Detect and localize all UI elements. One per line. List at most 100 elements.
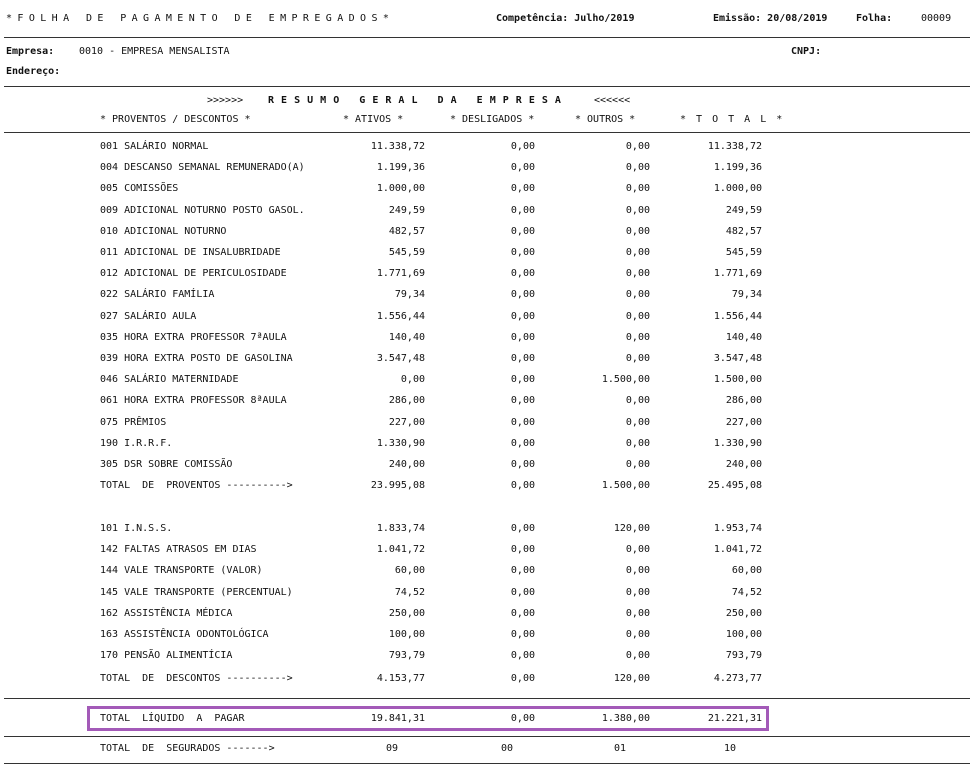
row-value: 1.330,90 — [376, 438, 425, 449]
row-label: 001 SALÁRIO NORMAL — [100, 141, 209, 152]
divider — [4, 698, 970, 699]
table-row: 046 SALÁRIO MATERNIDADE 0,00 0,00 1.500,00 1… — [0, 374, 971, 388]
row-value: 3.547,48 — [376, 353, 425, 364]
table-row: 190 I.R.R.F. 1.330,90 0,00 0,00 1.330,90 — [0, 438, 971, 452]
row-label: 011 ADICIONAL DE INSALUBRIDADE — [100, 247, 281, 258]
row-value: 1.041,72 — [713, 544, 762, 555]
row-value: 1.771,69 — [376, 268, 425, 279]
row-value: 249,59 — [388, 205, 425, 216]
row-value: 0,00 — [625, 183, 650, 194]
divider — [4, 736, 970, 737]
row-value: 0,00 — [510, 650, 535, 661]
row-value: 1.330,90 — [713, 438, 762, 449]
row-value: 0,00 — [510, 713, 535, 724]
row-value: 60,00 — [394, 565, 425, 576]
row-value: 01 — [613, 743, 627, 754]
row-value: 120,00 — [613, 523, 650, 534]
row-value: 74,52 — [394, 587, 425, 598]
row-value: 0,00 — [510, 311, 535, 322]
row-value: 3.547,48 — [713, 353, 762, 364]
table-row: 022 SALÁRIO FAMÍLIA 79,34 0,00 0,00 79,34 — [0, 289, 971, 303]
report-title: *FOLHA DE PAGAMENTO DE EMPREGADOS* — [6, 13, 395, 24]
row-value: 0,00 — [510, 332, 535, 343]
divider — [4, 86, 970, 87]
row-label: 009 ADICIONAL NOTURNO POSTO GASOL. — [100, 205, 305, 216]
row-value: 1.771,69 — [713, 268, 762, 279]
row-value: 19.841,31 — [370, 713, 425, 724]
row-value: 0,00 — [625, 629, 650, 640]
col-header-ativos: * ATIVOS * — [343, 114, 404, 125]
row-value: 1.500,00 — [713, 374, 762, 385]
row-value: 545,59 — [725, 247, 762, 258]
row-value: 227,00 — [725, 417, 762, 428]
row-value: 240,00 — [725, 459, 762, 470]
row-label: 101 I.N.S.S. — [100, 523, 173, 534]
row-label: 163 ASSISTÊNCIA ODONTOLÓGICA — [100, 629, 269, 640]
empresa-label: Empresa: — [6, 46, 55, 57]
table-row: 005 COMISSÕES 1.000,00 0,00 0,00 1.000,00 — [0, 183, 971, 197]
table-row: 305 DSR SOBRE COMISSÃO 240,00 0,00 0,00 240,… — [0, 459, 971, 473]
row-label: 005 COMISSÕES — [100, 183, 179, 194]
row-value: 0,00 — [625, 438, 650, 449]
summary-arrows-right: <<<<<< — [594, 95, 631, 106]
table-row: 061 HORA EXTRA PROFESSOR 8ªAULA 286,00 0,0… — [0, 395, 971, 409]
row-value: 140,40 — [388, 332, 425, 343]
row-value: 120,00 — [613, 673, 650, 684]
row-value: 0,00 — [510, 523, 535, 534]
total-segurados-row: TOTAL DE SEGURADOS -------> 09 00 01 10 — [0, 743, 971, 757]
row-label: 022 SALÁRIO FAMÍLIA — [100, 289, 215, 300]
row-value: 0,00 — [510, 480, 535, 491]
row-value: 1.556,44 — [376, 311, 425, 322]
empresa-value: 0010 - EMPRESA MENSALISTA — [79, 46, 230, 57]
row-value: 0,00 — [625, 332, 650, 343]
row-value: 25.495,08 — [707, 480, 762, 491]
folha-value: 00009 — [921, 13, 952, 24]
row-label: 012 ADICIONAL DE PERICULOSIDADE — [100, 268, 287, 279]
row-value: 60,00 — [731, 565, 762, 576]
table-row: 162 ASSISTÊNCIA MÉDICA 250,00 0,00 0,00 250,… — [0, 608, 971, 622]
emissao: Emissão: 20/08/2019 — [713, 13, 828, 24]
row-value: 0,00 — [510, 162, 535, 173]
row-label: 027 SALÁRIO AULA — [100, 311, 197, 322]
row-label: 046 SALÁRIO MATERNIDADE — [100, 374, 239, 385]
row-value: 0,00 — [510, 673, 535, 684]
row-value: 0,00 — [510, 226, 535, 237]
cnpj-label: CNPJ: — [791, 46, 822, 57]
row-value: 79,34 — [394, 289, 425, 300]
row-value: 1.000,00 — [376, 183, 425, 194]
table-row: 035 HORA EXTRA PROFESSOR 7ªAULA 140,40 0,0… — [0, 332, 971, 346]
row-value: 0,00 — [510, 374, 535, 385]
row-label: 035 HORA EXTRA PROFESSOR 7ªAULA — [100, 332, 287, 343]
total-descontos-row: TOTAL DE DESCONTOS ----------> 4.153,77 0,… — [0, 673, 971, 687]
row-value: 0,00 — [625, 141, 650, 152]
row-value: 250,00 — [388, 608, 425, 619]
row-value: 0,00 — [510, 587, 535, 598]
col-header-desligados: * DESLIGADOS * — [450, 114, 535, 125]
row-value: 0,00 — [625, 565, 650, 576]
row-value: 1.380,00 — [601, 713, 650, 724]
table-row: 075 PRÊMIOS 227,00 0,00 0,00 227,00 — [0, 417, 971, 431]
row-value: 0,00 — [510, 268, 535, 279]
row-value: 0,00 — [625, 650, 650, 661]
row-label: 305 DSR SOBRE COMISSÃO — [100, 459, 233, 470]
row-label: 190 I.R.R.F. — [100, 438, 173, 449]
divider — [4, 37, 970, 38]
row-value: 1.041,72 — [376, 544, 425, 555]
row-value: 482,57 — [388, 226, 425, 237]
row-value: 0,00 — [510, 438, 535, 449]
row-value: 0,00 — [625, 587, 650, 598]
row-label: TOTAL LÍQUIDO A PAGAR — [100, 713, 245, 724]
row-value: 286,00 — [725, 395, 762, 406]
summary-title: R E S U M O G E R A L D A E M P R E S A — [268, 95, 562, 106]
row-value: 0,00 — [510, 459, 535, 470]
row-value: 4.153,77 — [376, 673, 425, 684]
row-value: 0,00 — [510, 205, 535, 216]
table-row: 012 ADICIONAL DE PERICULOSIDADE 1.771,69 0… — [0, 268, 971, 282]
row-value: 0,00 — [625, 417, 650, 428]
summary-arrows-left: >>>>>> — [207, 95, 244, 106]
row-value: 250,00 — [725, 608, 762, 619]
row-value: 0,00 — [510, 417, 535, 428]
row-label: 075 PRÊMIOS — [100, 417, 167, 428]
table-row: 170 PENSÃO ALIMENTÍCIA 793,79 0,00 0,00 793,… — [0, 650, 971, 664]
row-value: 249,59 — [725, 205, 762, 216]
